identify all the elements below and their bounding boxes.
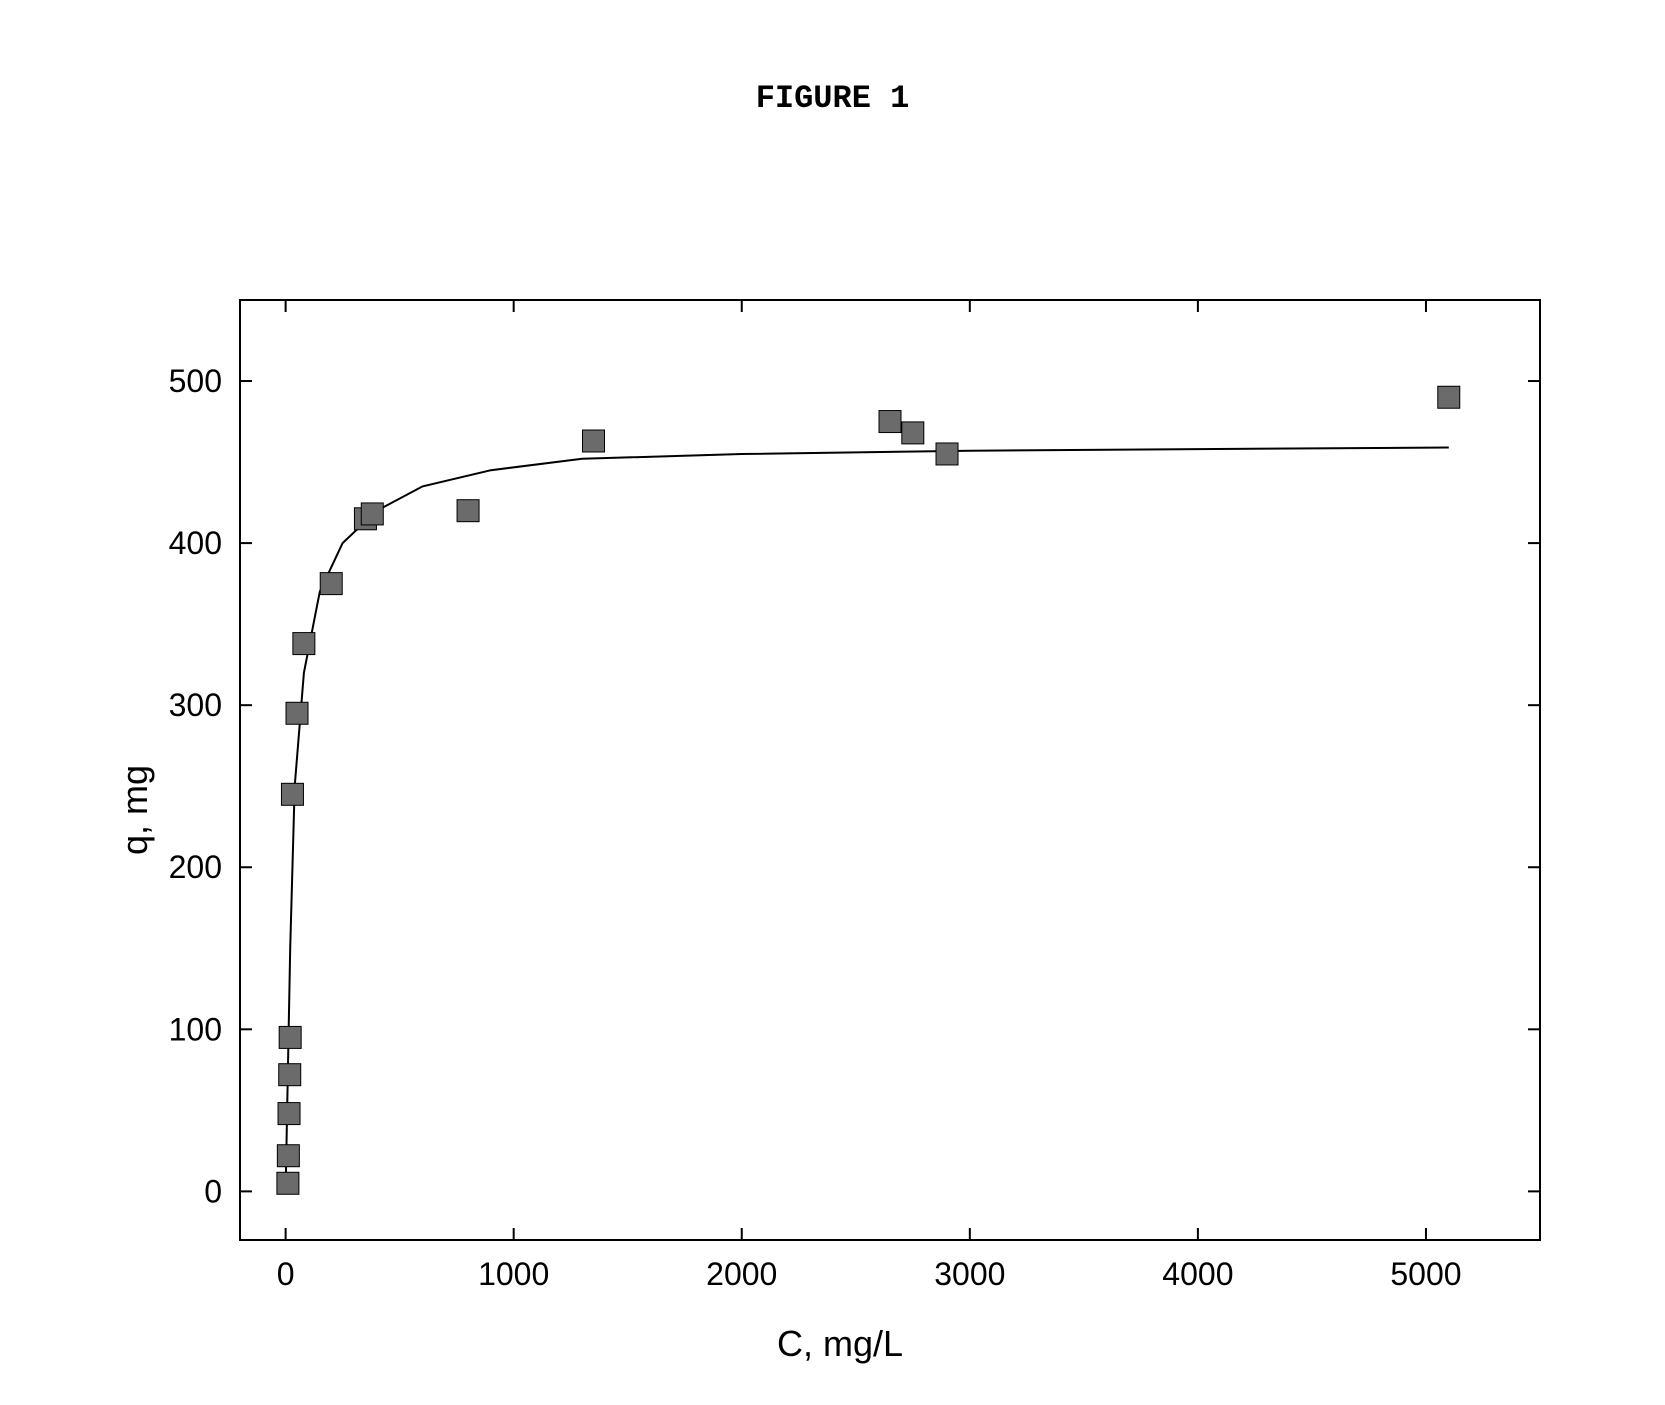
data-point	[583, 430, 605, 452]
x-tick-label: 4000	[1162, 1256, 1233, 1292]
chart-svg: 0 1000 2000 3000 4000 5000 0 100 200 300 400 500	[100, 280, 1580, 1340]
x-tick-label: 3000	[934, 1256, 1005, 1292]
y-tick-label: 200	[169, 849, 222, 885]
data-point	[277, 1172, 299, 1194]
x-tick-label: 2000	[706, 1256, 777, 1292]
data-point	[277, 1145, 299, 1167]
y-tick-label: 100	[169, 1011, 222, 1047]
data-point	[361, 503, 383, 525]
data-point	[279, 1026, 301, 1048]
data-point	[286, 702, 308, 724]
y-tick-label: 300	[169, 687, 222, 723]
x-tick-label: 0	[277, 1256, 295, 1292]
x-tick-label: 5000	[1390, 1256, 1461, 1292]
data-point	[902, 422, 924, 444]
chart-container: q, mg 0 1000 2000 3000 4000 5000 0 100 200 300 400…	[100, 280, 1580, 1340]
figure-title: FIGURE 1	[756, 80, 910, 117]
data-point	[457, 500, 479, 522]
y-tick-label: 400	[169, 525, 222, 561]
data-point	[278, 1103, 300, 1125]
y-tick-label: 500	[169, 363, 222, 399]
plot-border	[240, 300, 1540, 1240]
y-axis-label: q, mg	[114, 765, 156, 855]
data-point	[1438, 386, 1460, 408]
data-point	[293, 633, 315, 655]
data-point	[879, 411, 901, 433]
data-point	[281, 783, 303, 805]
y-tick-label: 0	[204, 1173, 222, 1209]
data-point	[279, 1064, 301, 1086]
x-tick-label: 1000	[478, 1256, 549, 1292]
data-point	[320, 573, 342, 595]
x-axis-label: C, mg/L	[777, 1323, 903, 1365]
data-point	[936, 443, 958, 465]
